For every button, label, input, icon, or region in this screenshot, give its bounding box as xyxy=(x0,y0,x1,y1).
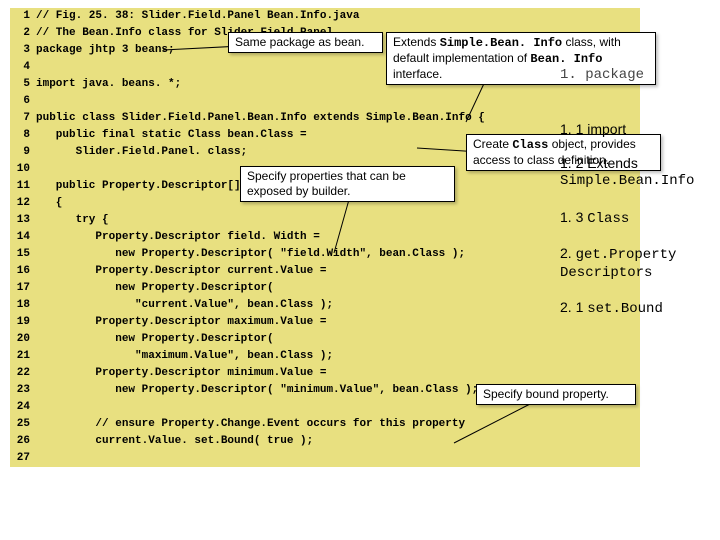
line-number: 17 xyxy=(10,280,36,297)
line-content: "maximum.Value", bean.Class ); xyxy=(36,348,640,365)
line-number: 10 xyxy=(10,161,36,178)
line-number: 21 xyxy=(10,348,36,365)
code-line: 26 current.Value. set.Bound( true ); xyxy=(10,433,640,450)
code-line: 15 new Property.Descriptor( "field.Width… xyxy=(10,246,640,263)
line-content xyxy=(36,93,640,110)
code-line: 25 // ensure Property.Change.Event occur… xyxy=(10,416,640,433)
line-number: 27 xyxy=(10,450,36,467)
line-number: 4 xyxy=(10,59,36,76)
line-number: 5 xyxy=(10,76,36,93)
outline-item: 2. 1 set.Bound xyxy=(560,299,712,317)
line-content: new Property.Descriptor( xyxy=(36,280,640,297)
line-number: 8 xyxy=(10,127,36,144)
line-number: 11 xyxy=(10,178,36,195)
code-line: 1// Fig. 25. 38: Slider.Field.Panel Bean… xyxy=(10,8,640,25)
line-number: 1 xyxy=(10,8,36,25)
line-number: 16 xyxy=(10,263,36,280)
line-number: 13 xyxy=(10,212,36,229)
outline-item: 1. 3 Class xyxy=(560,209,712,227)
line-content: // ensure Property.Change.Event occurs f… xyxy=(36,416,640,433)
code-line: 14 Property.Descriptor field. Width = xyxy=(10,229,640,246)
line-content: Property.Descriptor current.Value = xyxy=(36,263,640,280)
code-line: 17 new Property.Descriptor( xyxy=(10,280,640,297)
line-number: 3 xyxy=(10,42,36,59)
outline-item: 1. package xyxy=(560,65,712,83)
line-content: new Property.Descriptor( "field.Width", … xyxy=(36,246,640,263)
callout-same-package: Same package as bean. xyxy=(228,32,383,53)
line-content: // Fig. 25. 38: Slider.Field.Panel Bean.… xyxy=(36,8,640,25)
outline-item: 2. get.Property Descriptors xyxy=(560,245,712,281)
line-number: 20 xyxy=(10,331,36,348)
line-number: 14 xyxy=(10,229,36,246)
line-number: 25 xyxy=(10,416,36,433)
outline-list: 1. package 1. 1 import 1. 2 Extends Simp… xyxy=(560,65,712,335)
line-content: current.Value. set.Bound( true ); xyxy=(36,433,640,450)
code-line: 18 "current.Value", bean.Class ); xyxy=(10,297,640,314)
line-content xyxy=(36,450,640,467)
line-number: 6 xyxy=(10,93,36,110)
code-line: 19 Property.Descriptor maximum.Value = xyxy=(10,314,640,331)
callout-specify-properties: Specify properties that can be exposed b… xyxy=(240,166,455,202)
line-content: new Property.Descriptor( xyxy=(36,331,640,348)
line-number: 23 xyxy=(10,382,36,399)
line-number: 15 xyxy=(10,246,36,263)
code-line: 22 Property.Descriptor minimum.Value = xyxy=(10,365,640,382)
line-number: 24 xyxy=(10,399,36,416)
line-content: Property.Descriptor minimum.Value = xyxy=(36,365,640,382)
callout-bound-property: Specify bound property. xyxy=(476,384,636,405)
code-line: 7public class Slider.Field.Panel.Bean.In… xyxy=(10,110,640,127)
code-line: 20 new Property.Descriptor( xyxy=(10,331,640,348)
line-number: 22 xyxy=(10,365,36,382)
line-content: public class Slider.Field.Panel.Bean.Inf… xyxy=(36,110,640,127)
line-number: 9 xyxy=(10,144,36,161)
callout-text: Same package as bean. xyxy=(235,35,364,49)
line-number: 26 xyxy=(10,433,36,450)
line-number: 12 xyxy=(10,195,36,212)
line-content: Property.Descriptor field. Width = xyxy=(36,229,640,246)
outline-item: 1. 1 import xyxy=(560,121,712,137)
line-content: try { xyxy=(36,212,640,229)
code-line: 21 "maximum.Value", bean.Class ); xyxy=(10,348,640,365)
line-number: 19 xyxy=(10,314,36,331)
line-number: 2 xyxy=(10,25,36,42)
code-line: 13 try { xyxy=(10,212,640,229)
code-line: 27 xyxy=(10,450,640,467)
line-number: 18 xyxy=(10,297,36,314)
line-number: 7 xyxy=(10,110,36,127)
outline-item: 1. 2 Extends Simple.Bean.Info xyxy=(560,155,712,189)
code-line: 16 Property.Descriptor current.Value = xyxy=(10,263,640,280)
line-content: Property.Descriptor maximum.Value = xyxy=(36,314,640,331)
code-line: 6 xyxy=(10,93,640,110)
line-content: "current.Value", bean.Class ); xyxy=(36,297,640,314)
